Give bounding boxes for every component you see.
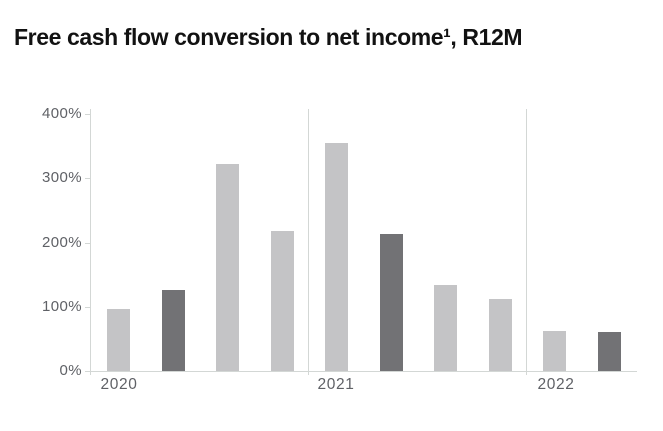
year-separator-line — [308, 109, 309, 375]
y-axis-tick — [85, 114, 90, 115]
y-axis-tick — [85, 178, 90, 179]
y-axis-tick-label: 200% — [42, 234, 82, 251]
bar-2020-q3 — [216, 164, 239, 371]
y-axis-tick-label: 100% — [42, 298, 82, 315]
x-axis-year-label: 2022 — [537, 376, 575, 393]
bar-2020-q1 — [107, 309, 130, 371]
bar-2022-q1 — [543, 331, 566, 371]
y-axis-tick-label: 0% — [59, 362, 82, 379]
year-separator-line — [526, 109, 527, 375]
bar-2022-q2 — [598, 332, 621, 371]
x-axis-line — [86, 371, 637, 372]
y-axis-tick — [85, 307, 90, 308]
y-axis-tick — [85, 371, 90, 372]
bar-2021-q4 — [489, 299, 512, 371]
chart-title: Free cash flow conversion to net income¹… — [14, 24, 523, 50]
x-axis-year-label: 2020 — [100, 376, 138, 393]
bar-2020-q4 — [271, 231, 294, 371]
y-axis-tick-label: 300% — [42, 169, 82, 186]
bar-2021-q2 — [380, 234, 403, 371]
bar-2021-q1 — [325, 143, 348, 371]
y-axis-tick-label: 400% — [42, 105, 82, 122]
x-axis-year-label: 2021 — [317, 376, 355, 393]
y-axis-line — [90, 109, 91, 375]
y-axis-tick — [85, 243, 90, 244]
bar-2021-q3 — [434, 285, 457, 371]
bar-2020-q2 — [162, 290, 185, 371]
